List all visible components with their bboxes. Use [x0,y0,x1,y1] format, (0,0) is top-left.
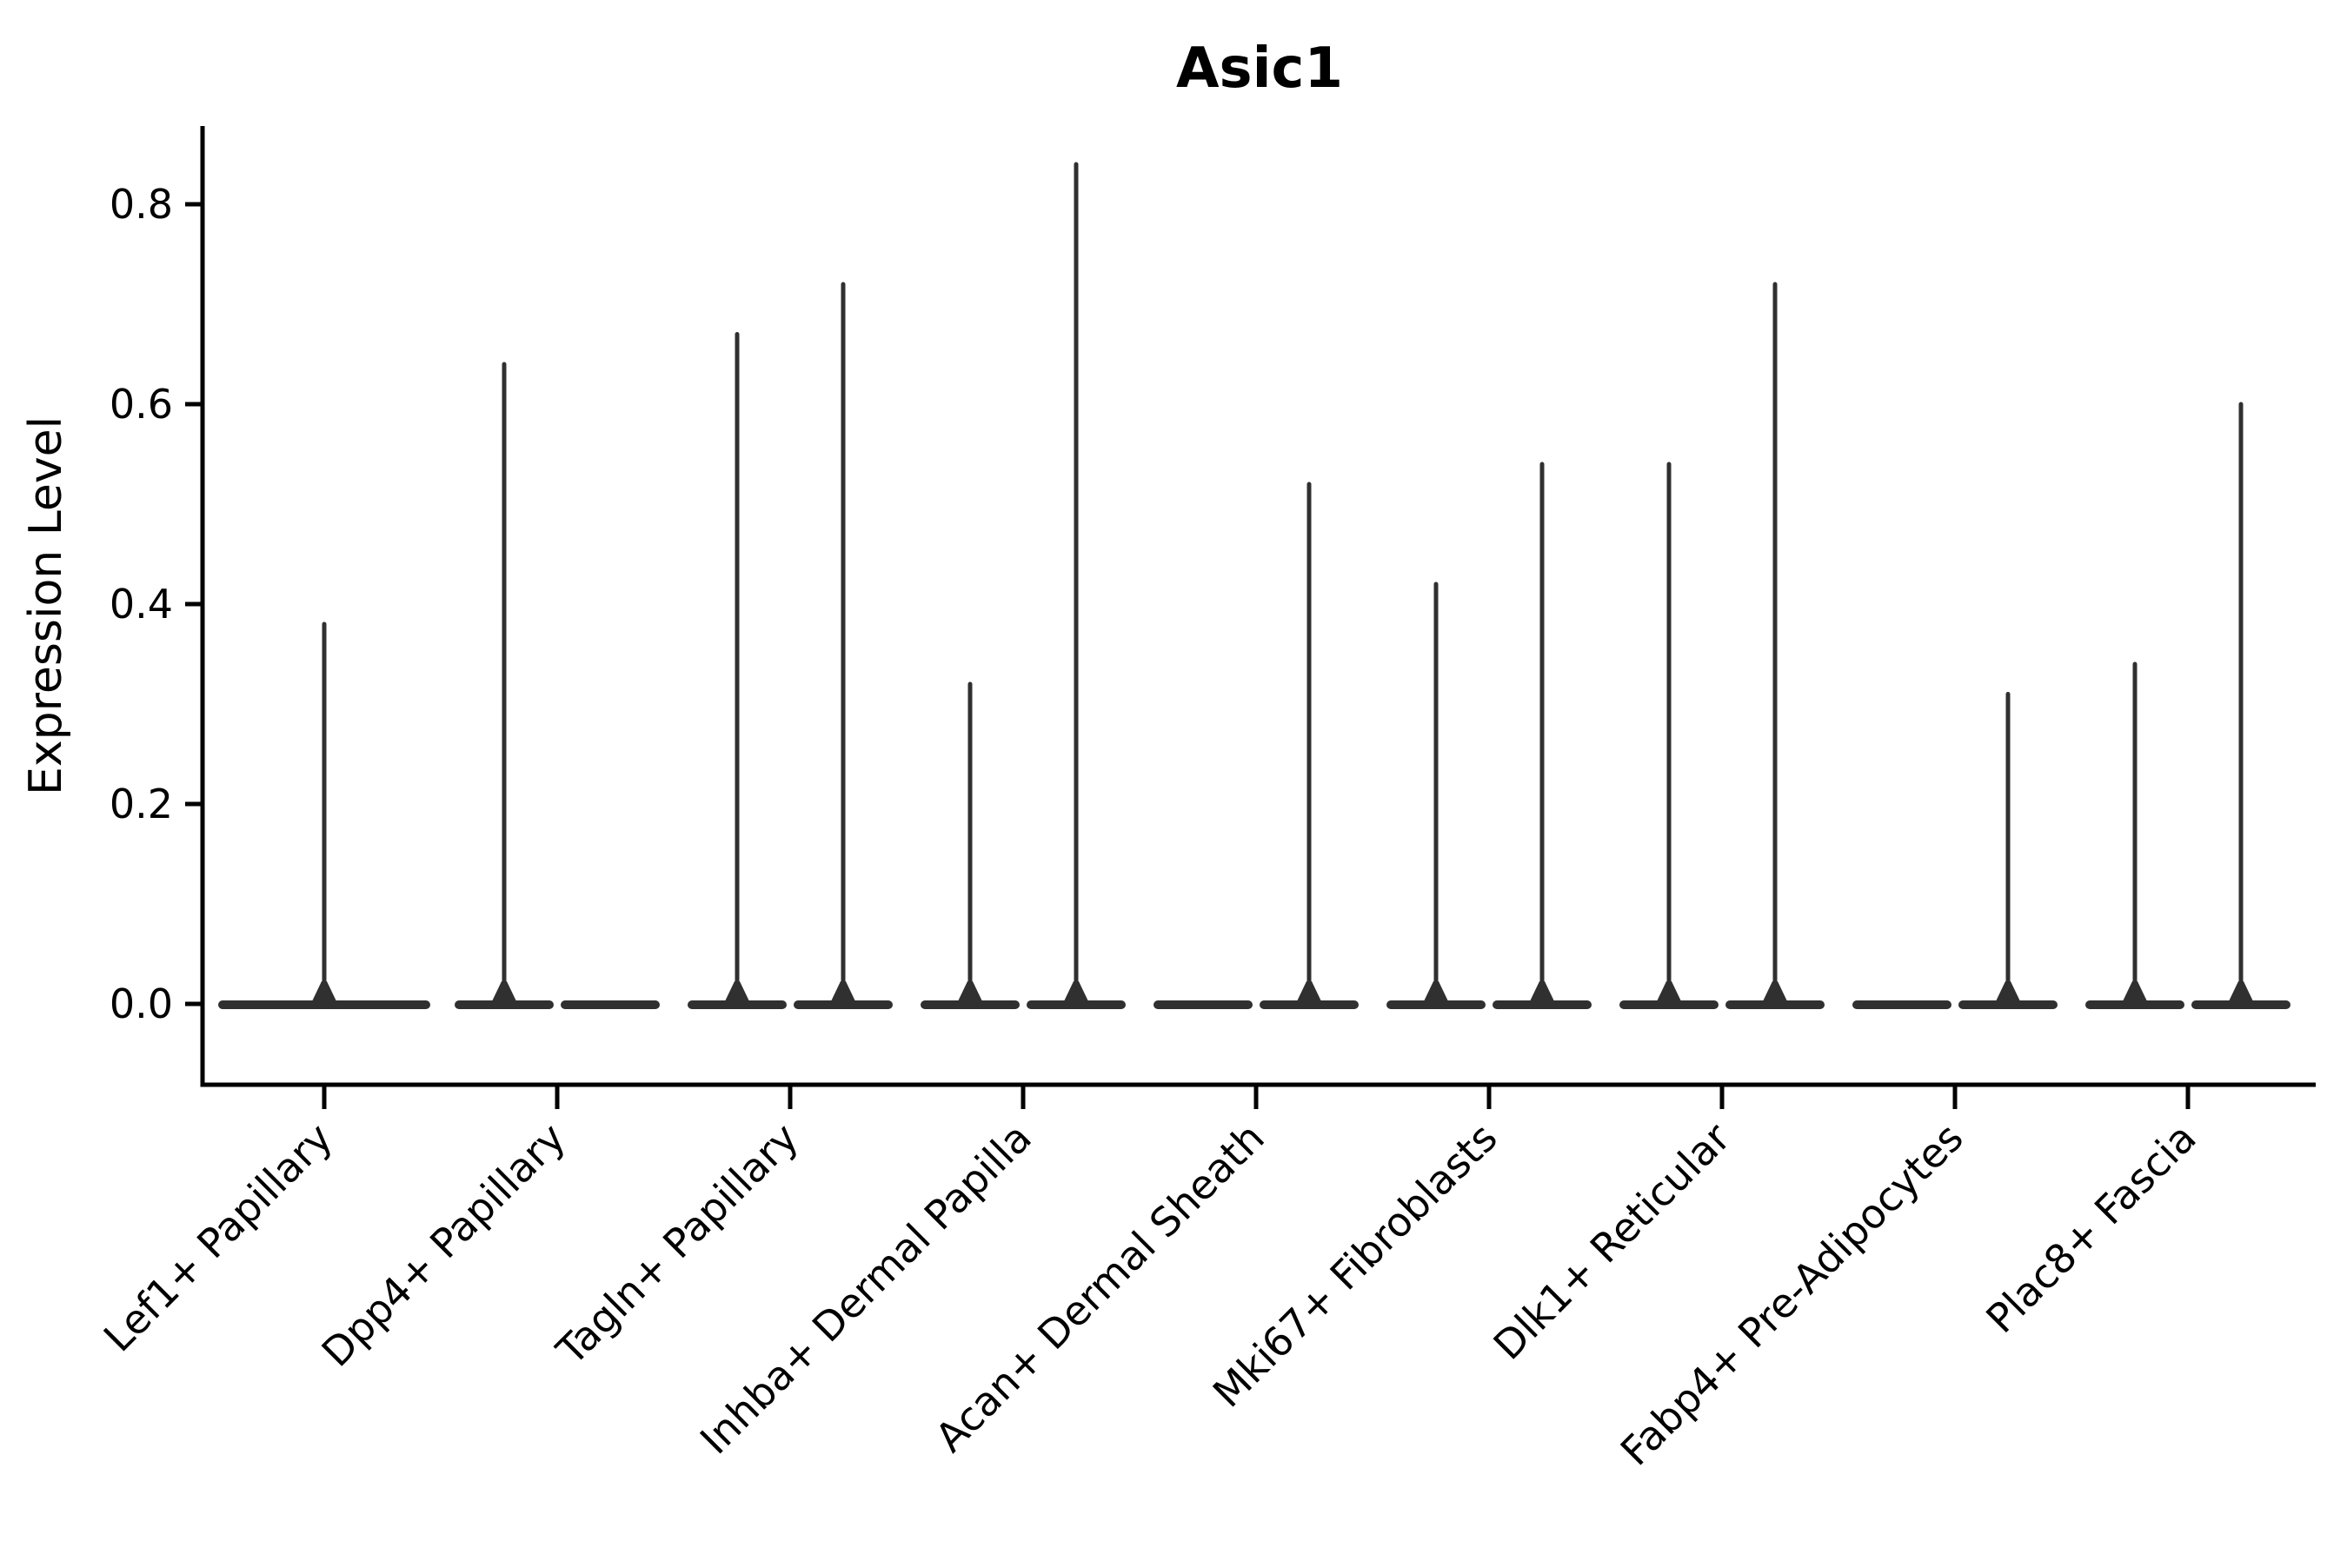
x-tick-label: Dlk1+ Reticular [1485,1114,1739,1369]
y-tick-label: 0.2 [110,781,173,827]
y-tick-label: 0.8 [110,181,173,228]
y-tick-label: 0.4 [110,581,173,628]
violin [2191,402,2290,1009]
violin [2085,661,2184,1009]
violin [1493,462,1592,1009]
violin [1958,692,2058,1009]
violin [455,362,554,1009]
violin [794,282,893,1009]
violin [1725,282,1825,1009]
x-tick-label: Lef1+ Papillary [95,1114,342,1361]
violin [218,621,430,1009]
x-tick-label: Tagln+ Papillary [547,1114,808,1375]
violin [688,332,787,1009]
x-tick-label: Plac8+ Fascia [1977,1114,2204,1342]
y-tick-label: 0.6 [110,381,173,428]
y-tick-label: 0.0 [110,980,173,1027]
violin [1386,581,1486,1009]
violin [1260,482,1359,1009]
axis-spines [200,126,2316,1087]
violins-layer [218,162,2290,1009]
chart-title: Asic1 [1176,37,1343,101]
y-axis-ticks: 0.0 0.2 0.4 0.6 0.8 [110,181,203,1027]
x-tick-label: Dpp4+ Papillary [313,1114,575,1376]
violin [1619,462,1719,1009]
violin [921,681,1020,1009]
y-axis-label: Expression Level [20,416,72,795]
violin [1027,162,1126,1009]
